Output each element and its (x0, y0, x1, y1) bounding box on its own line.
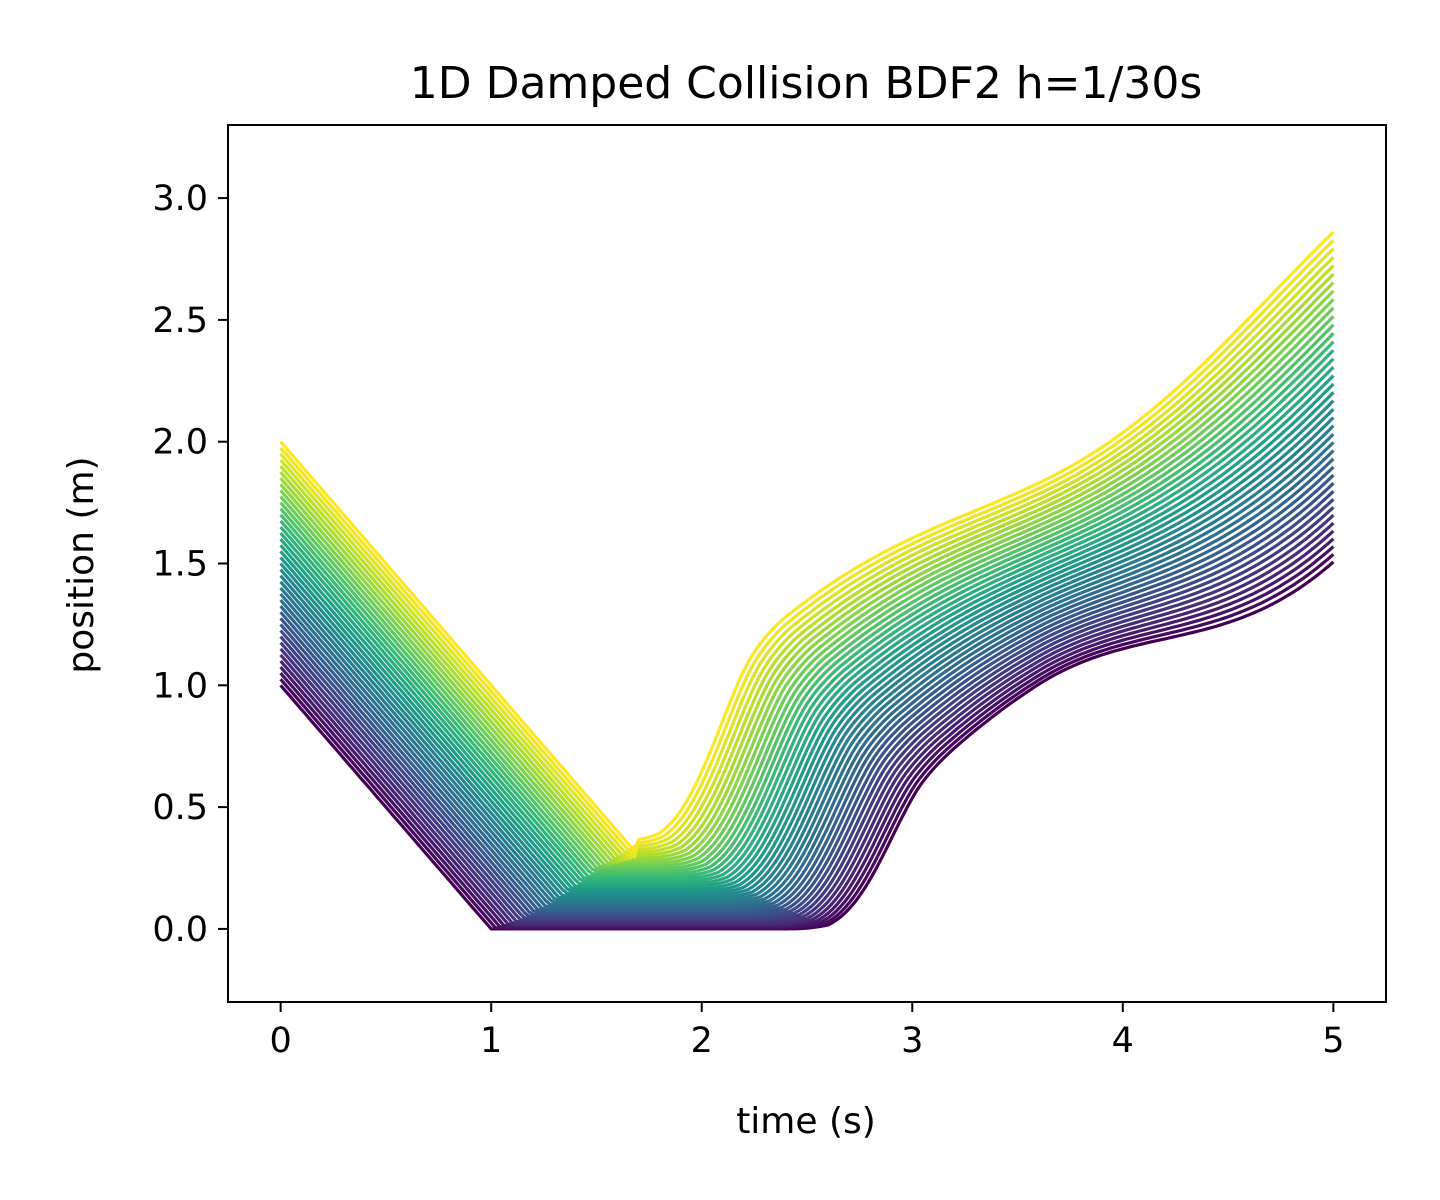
trajectory-line (279, 473, 1335, 915)
trajectory-line (279, 349, 1335, 881)
trajectory-line (279, 529, 1335, 927)
trajectory-line (279, 230, 1335, 853)
trajectory-line (279, 465, 1335, 913)
trajectory-line (279, 357, 1335, 883)
trajectory-line (279, 521, 1335, 925)
trajectory-line (279, 514, 1335, 924)
x-axis-label: time (s) (736, 1101, 876, 1142)
trajectory-line (279, 391, 1335, 893)
trajectory-line (279, 490, 1335, 918)
trajectory-line (279, 537, 1335, 928)
trajectory-line (279, 432, 1335, 904)
trajectory-line (279, 374, 1335, 888)
trajectory-line (279, 298, 1335, 868)
x-tick-label: 4 (1112, 1021, 1134, 1061)
trajectory-line (279, 306, 1335, 869)
trajectory-line (279, 399, 1335, 895)
series-group (279, 230, 1335, 931)
trajectory-line (279, 239, 1335, 859)
trajectory-line (279, 272, 1335, 864)
x-tick-label: 0 (269, 1021, 291, 1061)
axes-layer: 0 1 2 3 4 5 0.0 0.5 1.0 1.5 2.0 2.5 3.0 (152, 124, 1387, 1061)
x-tick-label: 5 (1322, 1021, 1344, 1061)
y-tick-label: 1.0 (152, 666, 208, 706)
trajectory-line (279, 482, 1335, 917)
trajectory-line (279, 553, 1335, 930)
trajectory-line (279, 449, 1335, 909)
trajectory-line (279, 315, 1335, 871)
x-tick-label: 3 (901, 1021, 923, 1061)
trajectory-line (279, 340, 1335, 878)
trajectory-line (279, 281, 1335, 865)
trajectory-line (279, 256, 1335, 862)
trajectory-line (279, 424, 1335, 902)
y-axis-label: position (m) (61, 456, 102, 673)
trajectory-line (279, 498, 1335, 920)
chart-title: 1D Damped Collision BDF2 h=1/30s (410, 58, 1203, 109)
y-tick-label: 3.0 (152, 179, 208, 219)
trajectory-line (279, 416, 1335, 900)
trajectory-line (279, 323, 1335, 873)
y-tick-label: 0.0 (152, 910, 208, 950)
trajectory-line (279, 441, 1335, 906)
y-tick-label: 1.5 (152, 545, 208, 585)
trajectory-line (279, 506, 1335, 922)
trajectory-line (279, 457, 1335, 911)
trajectory-line (279, 408, 1335, 898)
trajectory-line (279, 264, 1335, 863)
trajectory-line (279, 289, 1335, 866)
x-tick-label: 2 (691, 1021, 713, 1061)
trajectory-line (279, 365, 1335, 886)
trajectory-line (279, 545, 1335, 929)
y-tick-label: 2.5 (152, 301, 208, 341)
trajectory-line (279, 382, 1335, 891)
y-tick-label: 0.5 (152, 788, 208, 828)
y-tick-label: 2.0 (152, 423, 208, 463)
series-layer (279, 230, 1335, 931)
trajectory-line (279, 332, 1335, 876)
x-tick-label: 1 (480, 1021, 502, 1061)
trajectory-line (279, 247, 1335, 860)
